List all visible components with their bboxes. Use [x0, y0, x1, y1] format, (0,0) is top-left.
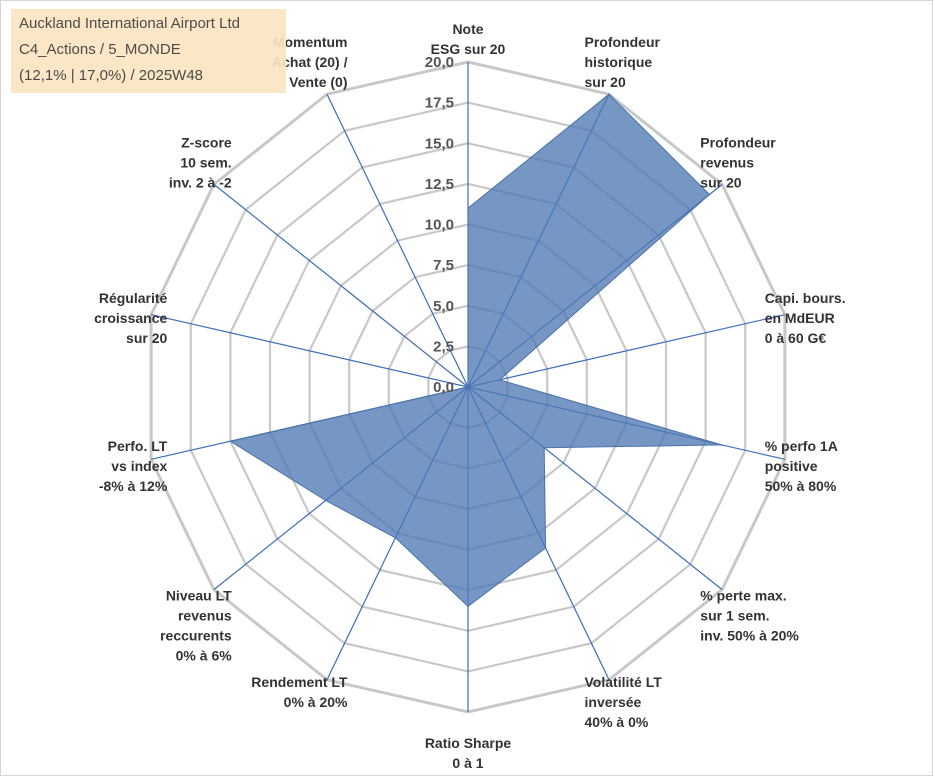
axis-label: Rendement LT 0% à 20% — [251, 674, 348, 710]
data-point — [467, 605, 469, 608]
tick-label: 20,0 — [425, 54, 454, 71]
tick-label: 17,5 — [425, 95, 454, 112]
axis-spoke — [467, 314, 786, 388]
axis-label: Niveau LT revenus reccurents 0% à 6% — [160, 588, 232, 664]
axis-labels: Note ESG sur 20 Profondeur historique sur 20… — [94, 21, 845, 771]
data-point — [544, 547, 547, 549]
data-point — [498, 379, 501, 381]
axis-label: Profondeur historique sur 20 — [585, 34, 661, 90]
stats-label: (12,1% | 17,0%) / 2025W48 — [19, 67, 203, 84]
tick-label: 0,0 — [433, 379, 454, 396]
axis-label: Volatilité LT inversée 40% à 0% — [585, 674, 663, 730]
info-box: Auckland International Airport Ltd C4_Ac… — [11, 9, 286, 93]
data-point — [347, 291, 350, 293]
data-point — [229, 440, 232, 443]
axis-label: Z-score 10 sem. inv. 2 à -2 — [169, 134, 232, 190]
data-point — [543, 447, 545, 449]
data-point — [467, 207, 469, 209]
axis-label: % perte max. sur 1 sem. inv. 50% à 20% — [700, 588, 799, 644]
data-point — [467, 386, 469, 388]
series-area — [229, 93, 722, 608]
radar-series — [229, 93, 723, 608]
tick-label: 2,5 — [433, 338, 454, 355]
tick-label: 7,5 — [433, 257, 454, 274]
axis-label: Capi. bours. en MdEUR 0 à 60 G€ — [765, 290, 846, 346]
axis-label: Ratio Sharpe 0 à 1 — [425, 735, 512, 771]
data-point — [324, 499, 327, 502]
data-point — [708, 193, 711, 196]
radial-tick-labels: 0,0 2,5 5,0 7,5 10,0 12,5 15,0 17,5 20,0 — [425, 54, 454, 396]
axis-label: Perfo. LT vs index -8% à 12% — [99, 438, 168, 494]
axis-label: Note ESG sur 20 — [431, 21, 506, 57]
axis-label: Régularité croissance sur 20 — [94, 290, 167, 346]
company-name: Auckland International Airport Ltd — [19, 15, 240, 32]
data-point — [720, 444, 723, 446]
axis-spoke — [326, 93, 469, 388]
axis-spoke — [150, 314, 469, 388]
axis-label: Momentum Achat (20) / Vente (0) — [272, 34, 348, 90]
data-point — [608, 93, 610, 95]
tick-label: 12,5 — [425, 176, 454, 193]
data-point — [394, 537, 397, 539]
axis-label: % perfo 1A positive 50% à 80% — [765, 438, 838, 494]
tick-label: 5,0 — [433, 298, 454, 315]
category-label: C4_Actions / 5_MONDE — [19, 41, 181, 58]
tick-label: 10,0 — [425, 217, 454, 234]
axis-label: Profondeur revenus sur 20 — [700, 134, 776, 190]
tick-label: 15,0 — [425, 135, 454, 152]
